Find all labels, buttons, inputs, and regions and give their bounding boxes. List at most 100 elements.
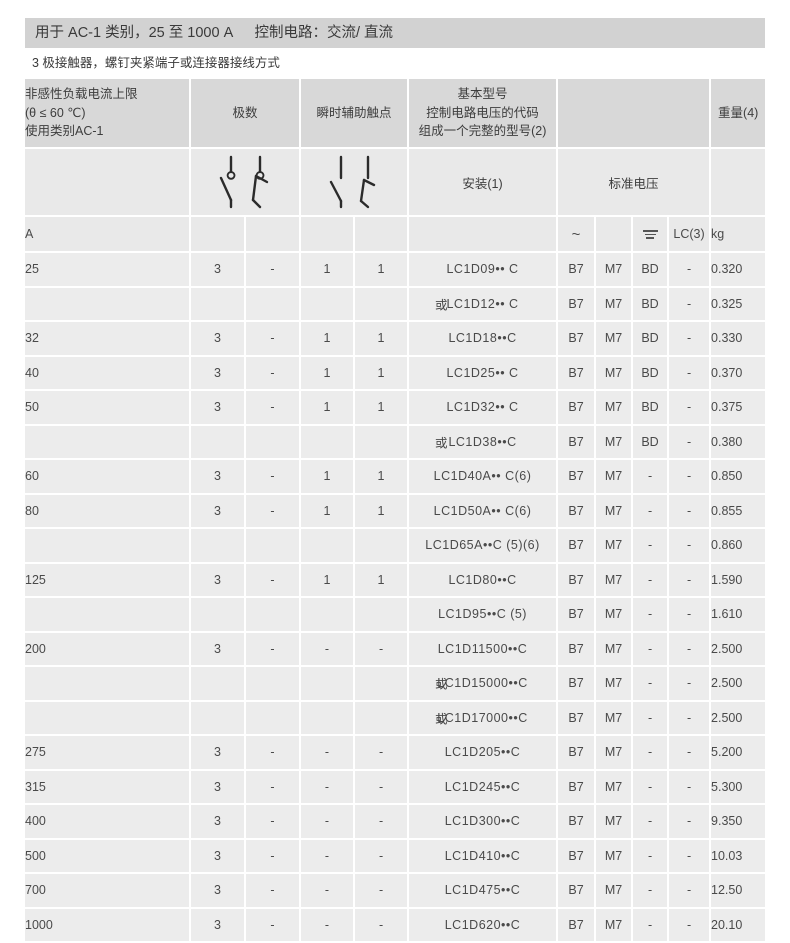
header-poles: 极数 bbox=[190, 79, 302, 149]
cell-poles: 3 bbox=[190, 873, 246, 909]
cell-weight: 2.500 bbox=[710, 700, 766, 736]
cell-voltage-ac: B7 bbox=[557, 355, 597, 391]
header-row-units: A ~ LC(3) kg bbox=[25, 216, 766, 253]
cell-aux-nc bbox=[354, 597, 410, 633]
cell-poles-dash: - bbox=[245, 390, 302, 426]
cell-voltage-m: M7 bbox=[595, 666, 634, 702]
cell-voltage-m: M7 bbox=[595, 631, 634, 667]
cell-model-reference: LC1D32•• C bbox=[408, 390, 559, 426]
title-control-circuit: 控制电路：交流/ 直流 bbox=[254, 25, 394, 41]
unit-kg: kg bbox=[710, 216, 766, 253]
cell-voltage-lc: - bbox=[668, 459, 712, 495]
unit-m-blank bbox=[595, 216, 634, 253]
or-prefix-label: 或 bbox=[435, 712, 448, 727]
cell-poles-dash: - bbox=[245, 838, 302, 874]
cell-poles-dash bbox=[245, 597, 302, 633]
cell-weight: 5.300 bbox=[710, 769, 766, 805]
cell-poles bbox=[190, 666, 246, 702]
model-reference-text: LC1D65A••C (5)(6) bbox=[425, 538, 540, 553]
cell-aux-nc: - bbox=[354, 735, 410, 771]
cell-voltage-m: M7 bbox=[595, 459, 634, 495]
cell-weight: 9.350 bbox=[710, 804, 766, 840]
cell-voltage-dc: - bbox=[632, 769, 670, 805]
cell-model-reference: LC1D80••C bbox=[408, 562, 559, 598]
cell-poles-dash: - bbox=[245, 493, 302, 529]
cell-voltage-ac: B7 bbox=[557, 493, 597, 529]
cell-aux-no: 1 bbox=[300, 321, 356, 357]
cell-aux-no: - bbox=[300, 631, 356, 667]
header-basic-type-line2: 控制电路电压的代码 bbox=[426, 105, 539, 120]
header-basic-type: 基本型号 控制电路电压的代码 组成一个完整的型号(2) bbox=[408, 79, 559, 149]
cell-model-reference: 或 LC1D15000••C bbox=[408, 666, 559, 702]
cell-aux-no bbox=[300, 424, 356, 460]
cell-poles-dash: - bbox=[245, 562, 302, 598]
model-reference-text: LC1D50A•• C(6) bbox=[433, 503, 532, 518]
cell-aux-no bbox=[300, 666, 356, 702]
table-row: 1000 3- - - LC1D620••C B7 M7- -20.10 bbox=[25, 907, 766, 943]
cell-voltage-ac: B7 bbox=[557, 769, 597, 805]
cell-voltage-ac: B7 bbox=[557, 390, 597, 426]
cell-voltage-lc: - bbox=[668, 838, 712, 874]
cell-voltage-lc: - bbox=[668, 321, 712, 357]
cell-poles: 3 bbox=[190, 355, 246, 391]
cell-weight: 0.370 bbox=[710, 355, 766, 391]
ac-current-icon: ~ bbox=[571, 225, 581, 243]
table-row: 500 3- - - LC1D410••C B7 M7- -10.03 bbox=[25, 838, 766, 874]
unit-poles-dash-blank bbox=[245, 216, 302, 253]
table-row: 或 LC1D15000••C B7 M7- -2.500 bbox=[25, 666, 766, 702]
table-row: 125 3-1 1 LC1D80••C B7 M7- -1.590 bbox=[25, 562, 766, 598]
cell-voltage-ac: B7 bbox=[557, 286, 597, 322]
cell-poles-dash: - bbox=[245, 355, 302, 391]
or-prefix-label: 或 bbox=[435, 298, 448, 313]
cell-voltage-ac: B7 bbox=[557, 700, 597, 736]
cell-voltage-ac: B7 bbox=[557, 424, 597, 460]
cell-current-limit: 25 bbox=[25, 252, 191, 288]
cell-aux-no bbox=[300, 286, 356, 322]
cell-aux-no: - bbox=[300, 735, 356, 771]
cell-poles-dash: - bbox=[245, 907, 302, 943]
cell-model-reference: 或 LC1D12•• C bbox=[408, 286, 559, 322]
cell-current-limit: 40 bbox=[25, 355, 191, 391]
unit-model-blank bbox=[408, 216, 559, 253]
cell-current-limit bbox=[25, 286, 191, 322]
model-reference-text: LC1D32•• C bbox=[446, 400, 519, 415]
cell-poles: 3 bbox=[190, 252, 246, 288]
cell-voltage-lc: - bbox=[668, 424, 712, 460]
model-reference-text: LC1D205••C bbox=[444, 745, 521, 760]
table-row: 400 3- - - LC1D300••C B7 M7- -9.350 bbox=[25, 804, 766, 840]
cell-voltage-lc: - bbox=[668, 804, 712, 840]
cell-voltage-dc: - bbox=[632, 700, 670, 736]
cell-poles bbox=[190, 700, 246, 736]
model-reference-text: LC1D11500••C bbox=[437, 641, 528, 656]
cell-weight: 0.320 bbox=[710, 252, 766, 288]
cell-voltage-m: M7 bbox=[595, 424, 634, 460]
cell-poles bbox=[190, 597, 246, 633]
cell-aux-nc: 1 bbox=[354, 252, 410, 288]
model-reference-text: LC1D95••C (5) bbox=[438, 607, 527, 622]
header-mounting: 安装(1) bbox=[408, 148, 559, 217]
unit-ac-symbol: ~ bbox=[557, 216, 597, 253]
unit-aux2-blank bbox=[354, 216, 410, 253]
cell-aux-no bbox=[300, 528, 356, 564]
cell-aux-no: - bbox=[300, 769, 356, 805]
cell-weight: 0.860 bbox=[710, 528, 766, 564]
cell-voltage-dc: - bbox=[632, 459, 670, 495]
model-reference-text: LC1D25•• C bbox=[446, 365, 519, 380]
model-reference-text: LC1D17000••C bbox=[437, 710, 528, 725]
cell-model-reference: LC1D18••C bbox=[408, 321, 559, 357]
cell-current-limit: 200 bbox=[25, 631, 191, 667]
cell-aux-nc: - bbox=[354, 873, 410, 909]
cell-voltage-m: M7 bbox=[595, 252, 634, 288]
cell-voltage-m: M7 bbox=[595, 562, 634, 598]
cell-voltage-dc: - bbox=[632, 666, 670, 702]
cell-voltage-m: M7 bbox=[595, 321, 634, 357]
table-row: 315 3- - - LC1D245••C B7 M7- -5.300 bbox=[25, 769, 766, 805]
cell-voltage-dc: - bbox=[632, 873, 670, 909]
cell-model-reference: LC1D25•• C bbox=[408, 355, 559, 391]
cell-model-reference: LC1D95••C (5) bbox=[408, 597, 559, 633]
model-reference-text: LC1D18••C bbox=[448, 331, 517, 346]
model-reference-text: LC1D15000••C bbox=[437, 676, 528, 691]
cell-current-limit: 80 bbox=[25, 493, 191, 529]
cell-poles-dash: - bbox=[245, 631, 302, 667]
